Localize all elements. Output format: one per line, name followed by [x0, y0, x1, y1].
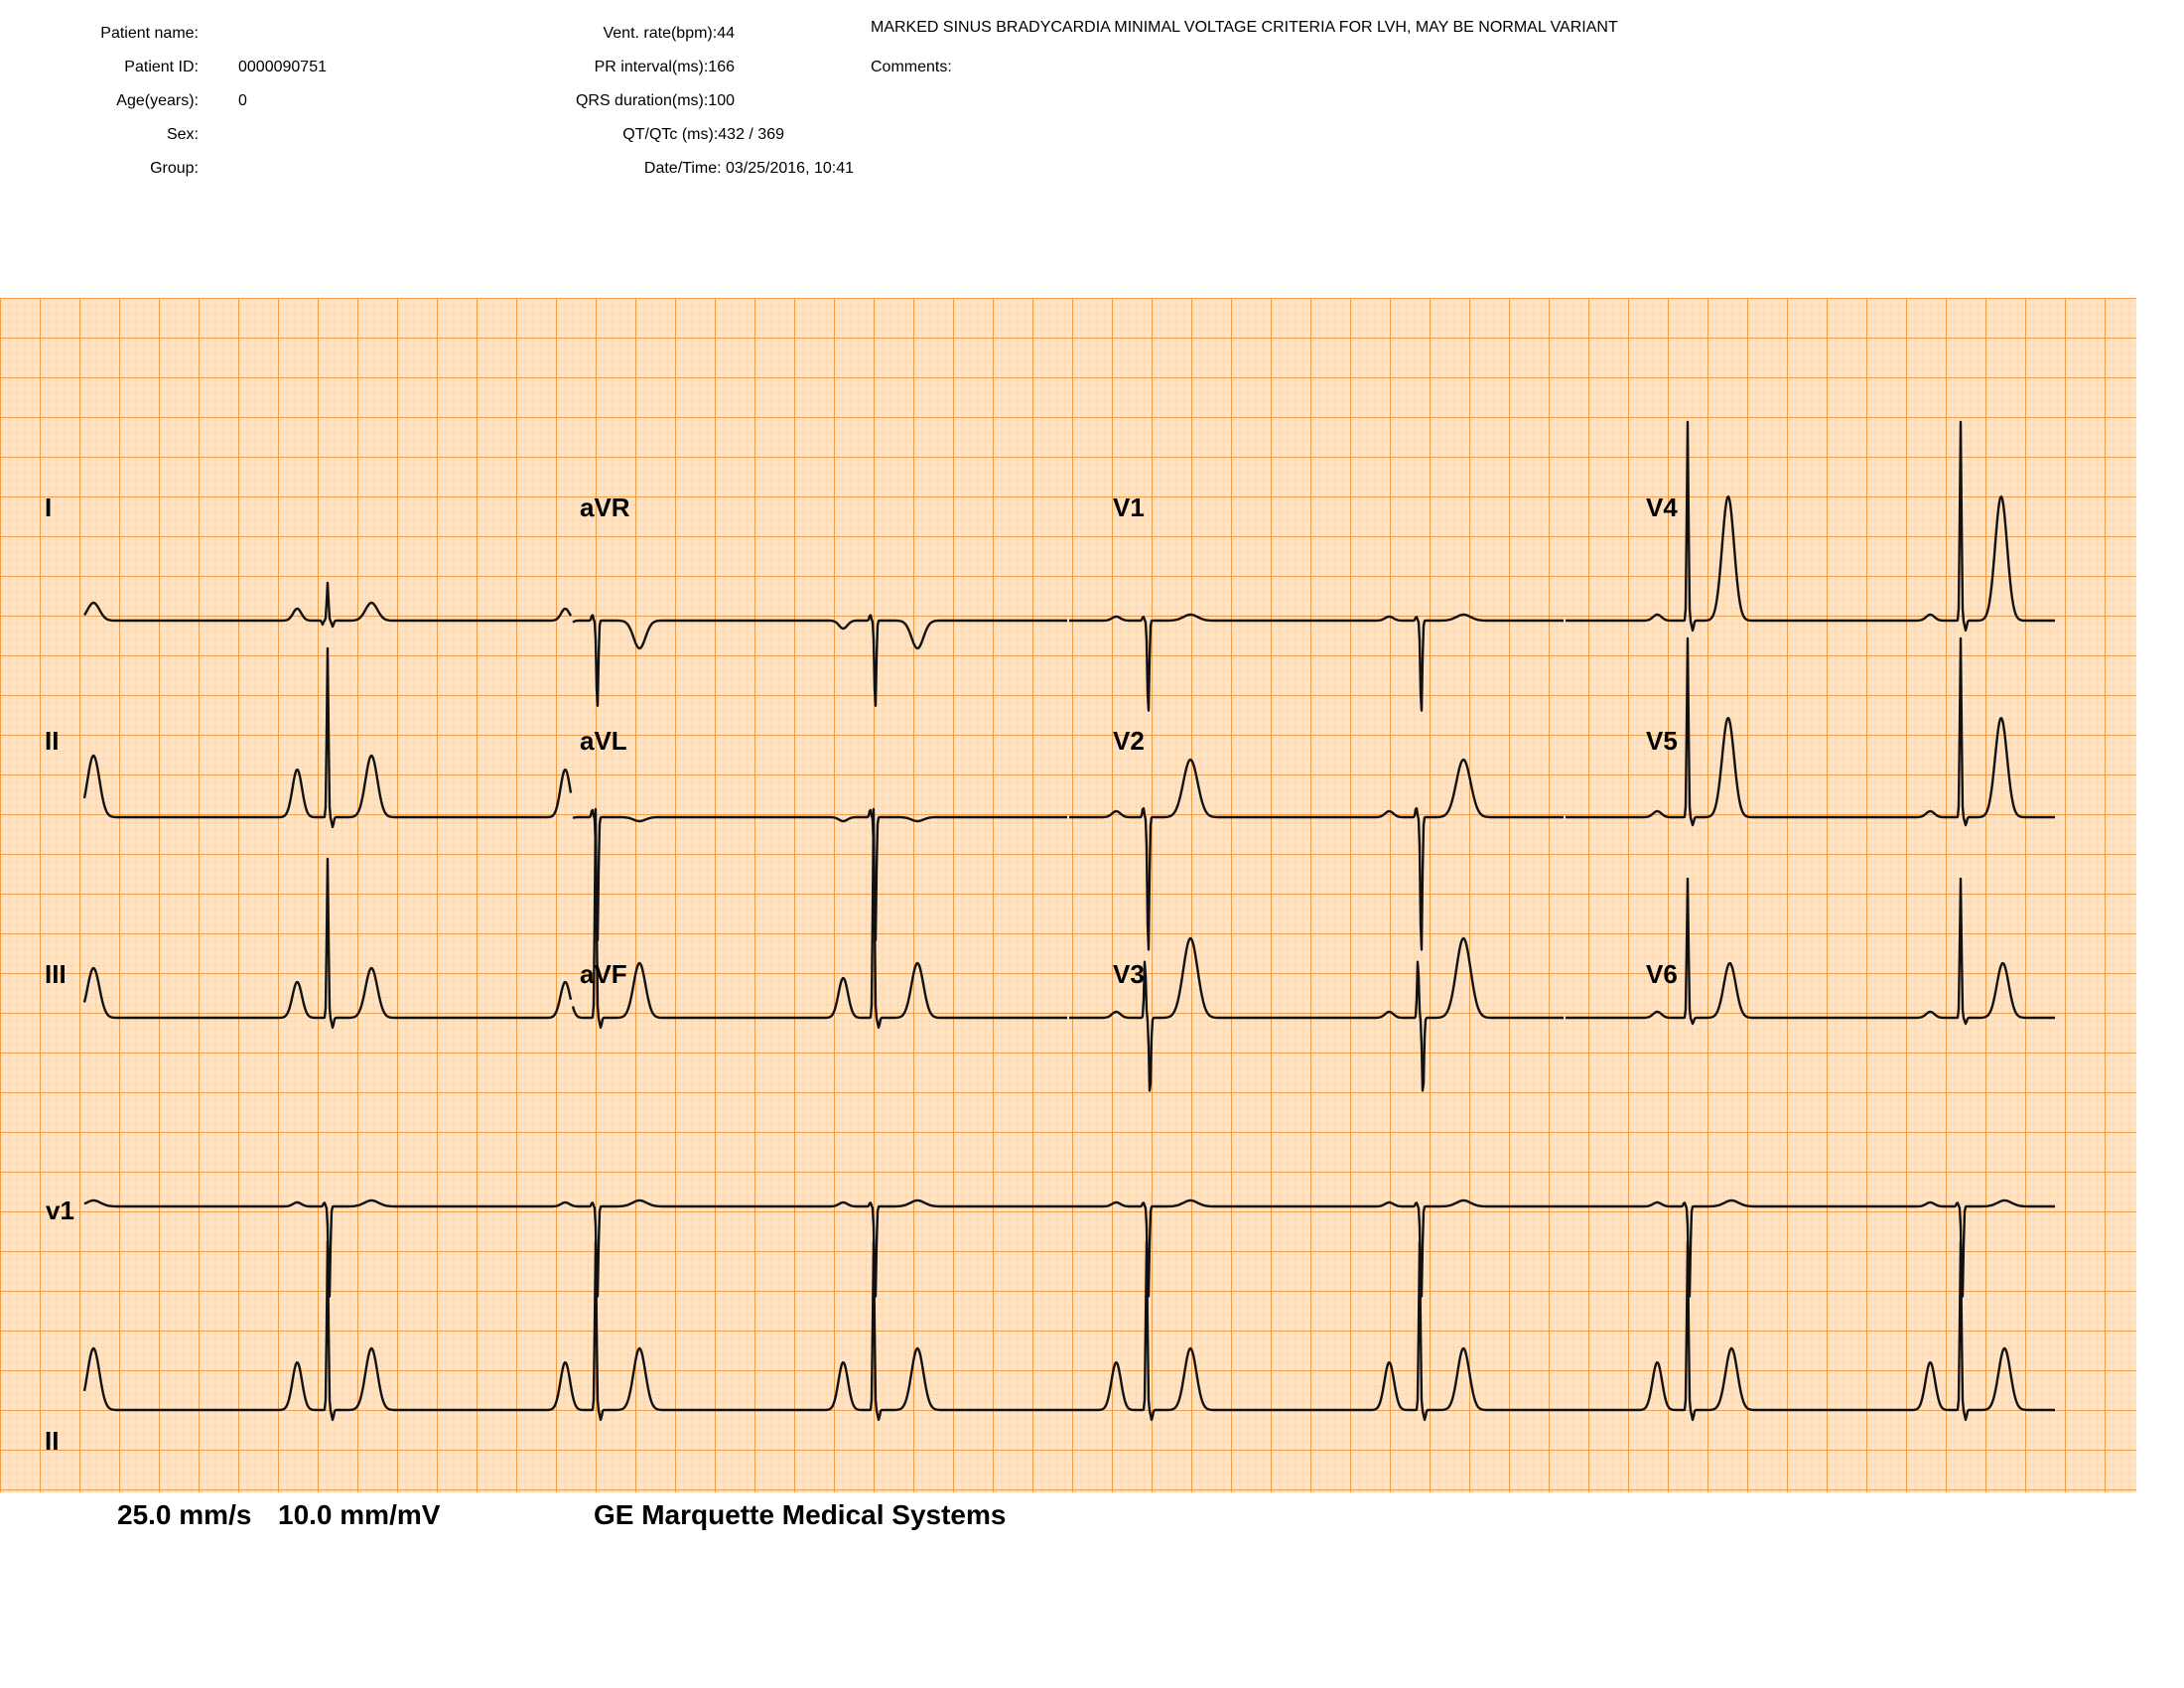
lead-label-V6: V6: [1646, 959, 1678, 989]
lead-label-II: II: [45, 726, 59, 756]
lead-label-aVF: aVF: [580, 959, 627, 989]
comments-label: Comments:: [871, 59, 952, 75]
patient-id-value: 0000090751: [238, 59, 327, 75]
lead-label-rhythm-II: II: [45, 1426, 59, 1456]
lead-label-V5: V5: [1646, 726, 1678, 756]
patient-id-label: Patient ID:: [124, 59, 199, 75]
trace-aVL: [572, 808, 1068, 941]
qt-qtc: QT/QTc (ms):432 / 369: [622, 126, 784, 143]
pr-interval: PR interval(ms):166: [594, 59, 735, 75]
manufacturer-name: GE Marquette Medical Systems: [594, 1499, 1007, 1530]
trace-aVF: [571, 807, 1068, 1030]
gain-setting: 10.0 mm/mV: [278, 1499, 441, 1530]
lead-label-V2: V2: [1113, 726, 1145, 756]
trace-V4: [1565, 420, 2056, 633]
trace-rhythm-v1: [83, 1198, 2056, 1298]
trace-V2: [1068, 758, 1565, 951]
trace-III: [82, 857, 573, 1030]
lead-label-aVL: aVL: [580, 726, 627, 756]
paper-speed: 25.0 mm/s: [117, 1499, 252, 1530]
patient-age-value: 0: [238, 92, 247, 109]
trace-V6: [1565, 877, 2056, 1026]
grid-lines: [0, 298, 2136, 1492]
trace-V3: [1068, 936, 1565, 1092]
patient-group-label: Group:: [150, 160, 199, 177]
lead-label-V4: V4: [1646, 492, 1678, 522]
ecg-grid: I aVR V1 V4 II aVL V2 V5 III aVF V3 V6 v…: [0, 298, 2136, 1492]
patient-sex-label: Sex:: [166, 126, 199, 143]
trace-II: [82, 646, 573, 829]
lead-label-V1: V1: [1113, 492, 1145, 522]
ecg-tracing: I aVR V1 V4 II aVL V2 V5 III aVF V3 V6 v…: [0, 298, 2136, 1492]
lead-label-rhythm-v1: v1: [46, 1196, 74, 1225]
lead-label-V3: V3: [1113, 959, 1145, 989]
trace-V1: [1068, 613, 1565, 712]
date-time: Date/Time: 03/25/2016, 10:41: [643, 160, 854, 177]
lead-label-III: III: [45, 959, 67, 989]
trace-aVR: [572, 614, 1068, 707]
lead-label-aVR: aVR: [580, 492, 630, 522]
lead-label-I: I: [45, 492, 52, 522]
qrs-duration: QRS duration(ms):100: [575, 92, 735, 109]
patient-name-label: Patient name:: [100, 25, 199, 42]
vent-rate: Vent. rate(bpm):44: [603, 25, 735, 42]
interpretation-statement: MARKED SINUS BRADYCARDIA MINIMAL VOLTAGE…: [871, 19, 1618, 36]
patient-age-label: Age(years):: [116, 92, 199, 109]
trace-I: [83, 581, 573, 629]
trace-V5: [1565, 636, 2056, 827]
traces-group: [82, 420, 2056, 1422]
trace-rhythm-II: [82, 1239, 2056, 1422]
